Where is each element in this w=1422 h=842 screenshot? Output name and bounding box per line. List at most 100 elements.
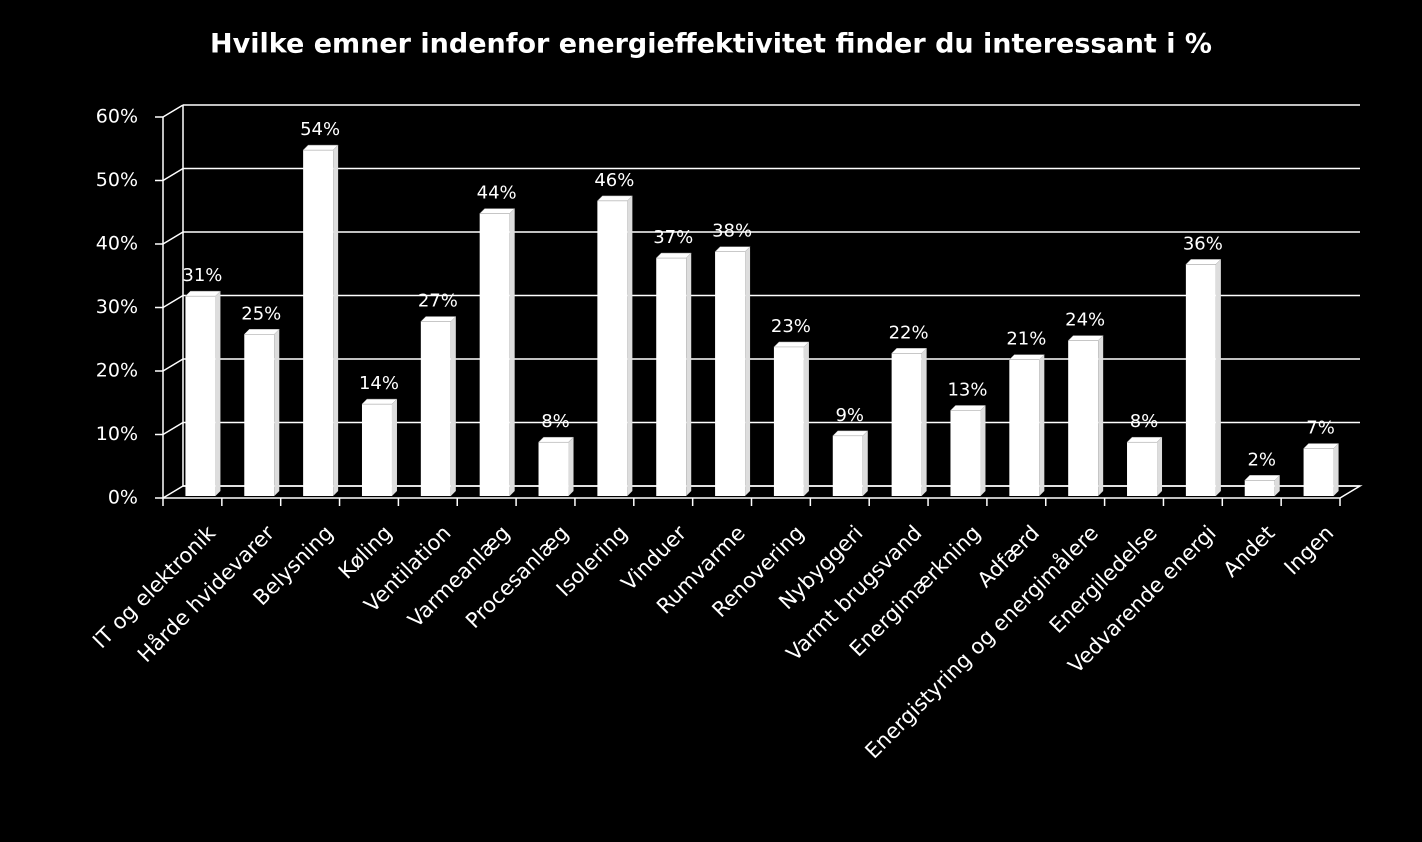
grid-side — [162, 485, 184, 499]
bar-top — [1302, 443, 1340, 449]
bar-top — [655, 252, 692, 259]
y-tick-label: 40% — [96, 233, 138, 255]
bar-top — [891, 348, 928, 354]
bar-top — [184, 290, 222, 297]
bar-side — [391, 399, 397, 496]
bar-side — [1039, 354, 1045, 496]
bar — [420, 321, 451, 496]
bar-top — [949, 405, 987, 411]
x-tick-label: Ingen — [1280, 521, 1339, 580]
bar — [244, 334, 275, 496]
bar — [715, 251, 746, 496]
value-label: 46% — [594, 170, 634, 191]
value-label: 22% — [889, 322, 929, 343]
bar-side — [450, 316, 456, 496]
value-label: 38% — [712, 221, 752, 242]
value-label: 9% — [835, 405, 864, 426]
x-tick-label: Varmeanlæg — [403, 521, 514, 632]
grid-side — [162, 294, 184, 309]
bar-top — [537, 436, 575, 443]
y-tick-label: 10% — [96, 423, 138, 445]
bar — [303, 150, 334, 496]
bar-top — [1185, 259, 1222, 265]
bar-side — [568, 437, 574, 496]
bar — [773, 346, 804, 496]
bar — [1127, 442, 1158, 496]
grid-side — [162, 167, 184, 182]
grid-side — [162, 358, 184, 372]
bar-top — [1244, 475, 1281, 481]
value-label: 14% — [359, 373, 399, 394]
grid-side — [162, 104, 184, 118]
bar-side — [980, 405, 986, 496]
grid-side — [162, 231, 184, 245]
x-tick-label: Andet — [1219, 521, 1280, 582]
bar-side — [1333, 443, 1339, 496]
value-label: 23% — [771, 316, 811, 337]
value-label: 13% — [947, 379, 987, 400]
value-label: 37% — [653, 227, 693, 248]
bar-top — [1067, 335, 1104, 341]
y-tick-label: 0% — [108, 487, 138, 509]
floor — [163, 485, 1363, 499]
bar-top — [479, 208, 516, 214]
bar-side — [862, 430, 868, 496]
value-label: 54% — [300, 119, 340, 140]
y-tick-label: 30% — [96, 296, 138, 318]
bar-top — [773, 341, 810, 348]
bar-side — [1274, 475, 1280, 496]
bar-side — [215, 291, 221, 496]
value-label: 24% — [1065, 310, 1105, 331]
bar-top — [1008, 354, 1045, 360]
value-label: 8% — [541, 411, 570, 432]
bar — [361, 404, 392, 496]
y-tick-label: 50% — [96, 169, 138, 191]
bar-side — [333, 145, 339, 496]
bar-side — [1157, 437, 1163, 496]
x-tick-label: Procesanlæg — [461, 521, 573, 633]
bar-top — [243, 329, 280, 335]
grid-side — [162, 421, 184, 436]
bar — [185, 296, 216, 496]
value-label: 25% — [241, 303, 281, 324]
bar-side — [1215, 259, 1221, 496]
value-label: 2% — [1247, 449, 1276, 470]
value-label: 31% — [182, 265, 222, 286]
bar-side — [803, 341, 809, 496]
bar — [1185, 264, 1216, 496]
value-label: 7% — [1306, 418, 1335, 439]
bar — [891, 353, 922, 496]
bar-top — [832, 430, 869, 437]
bar-side — [509, 208, 515, 496]
y-tick-label: 60% — [96, 106, 138, 128]
bar — [538, 442, 569, 496]
bar — [1068, 340, 1099, 496]
bar-top — [714, 246, 751, 252]
bar-side — [1098, 335, 1104, 496]
value-label: 36% — [1183, 233, 1223, 254]
bar — [597, 200, 628, 496]
bar-top — [361, 398, 398, 405]
bar — [479, 213, 510, 496]
y-tick-label: 20% — [96, 360, 138, 382]
value-label: 8% — [1130, 411, 1159, 432]
value-label: 27% — [418, 291, 458, 312]
bar — [656, 258, 687, 496]
bar — [950, 410, 981, 496]
bar-side — [686, 253, 692, 496]
bar-top — [596, 195, 633, 202]
bar-side — [745, 246, 751, 496]
bar-side — [274, 329, 280, 496]
bar — [1009, 359, 1040, 496]
bar-top — [302, 144, 339, 151]
bar-top — [420, 316, 457, 322]
bar — [832, 435, 863, 496]
value-label: 21% — [1006, 329, 1046, 350]
value-label: 44% — [477, 183, 517, 204]
bar-top — [1126, 436, 1163, 443]
bar-side — [921, 348, 927, 496]
chart-title: Hvilke emner indenfor energieffektivitet… — [210, 29, 1212, 60]
bar-side — [627, 195, 633, 496]
